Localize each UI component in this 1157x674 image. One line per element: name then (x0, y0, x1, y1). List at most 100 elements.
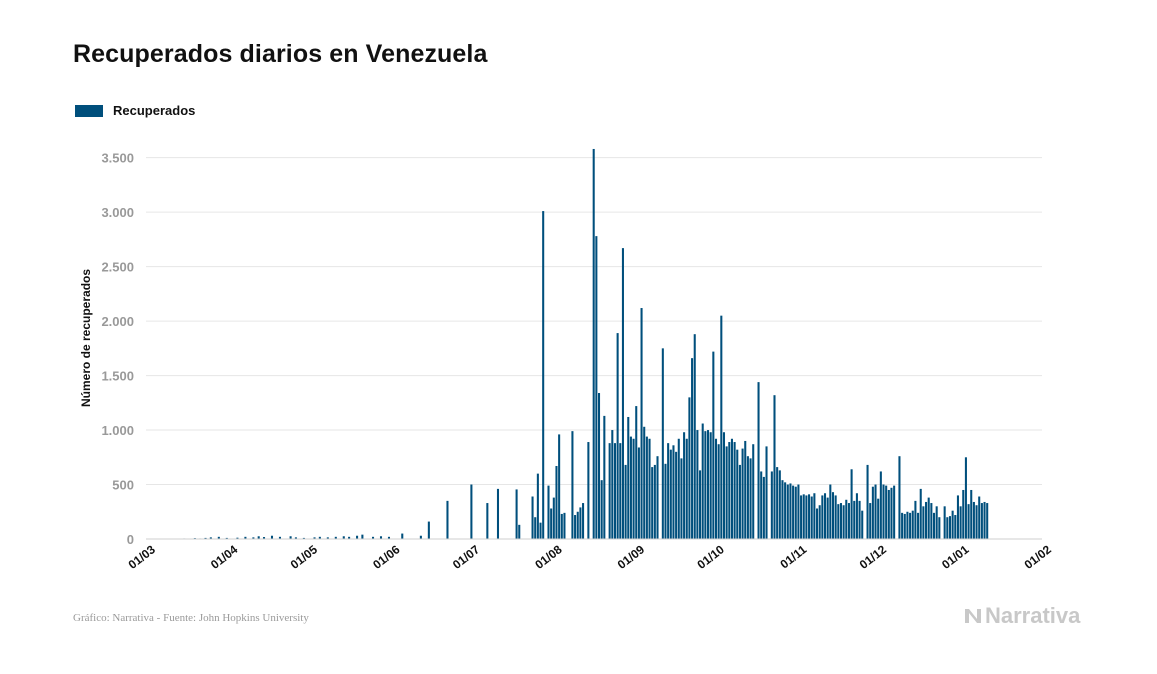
bar (361, 534, 364, 539)
bar (789, 483, 792, 539)
bar (225, 537, 228, 539)
bar (342, 536, 345, 539)
bar (496, 488, 500, 539)
bar (855, 493, 858, 539)
bar (778, 470, 781, 539)
legend-label: Recuperados (113, 103, 196, 118)
bar (579, 507, 582, 539)
bar (632, 438, 635, 539)
bar (648, 438, 651, 539)
bar (701, 423, 704, 539)
bar (318, 536, 321, 539)
x-tick-label: 01/12 (857, 542, 890, 572)
bar (536, 473, 539, 539)
x-tick-label: 01/06 (370, 542, 403, 572)
bar (262, 537, 266, 539)
y-tick-label: 1.500 (101, 369, 134, 384)
bar (858, 500, 861, 539)
bar (890, 487, 893, 539)
bar (624, 464, 627, 539)
bar (866, 464, 869, 539)
bar (746, 456, 749, 539)
bar (845, 499, 848, 539)
bar (611, 430, 614, 539)
bar (794, 486, 797, 539)
bar (683, 432, 686, 539)
bar (252, 537, 255, 539)
bar (808, 494, 811, 539)
bar (294, 537, 297, 539)
bar (978, 496, 981, 539)
bar (861, 510, 864, 539)
bar (302, 537, 305, 539)
bar (962, 489, 965, 539)
y-tick-label: 1.000 (101, 423, 134, 438)
bar (592, 148, 595, 539)
bar (951, 510, 954, 539)
bar (925, 501, 928, 539)
bar (874, 484, 877, 539)
bar (964, 457, 967, 539)
bar (725, 446, 728, 539)
bar (571, 431, 574, 539)
bar (236, 537, 239, 539)
bar (704, 431, 707, 539)
bar (983, 501, 986, 539)
bar (786, 484, 789, 539)
bar (744, 440, 747, 539)
bar (901, 512, 904, 539)
bar (714, 438, 718, 539)
bar (946, 517, 949, 539)
bar (217, 536, 220, 539)
bar (669, 449, 672, 539)
bar (691, 358, 694, 539)
bar (640, 308, 643, 539)
bar (608, 443, 611, 539)
bar (616, 333, 619, 539)
bar (313, 537, 316, 539)
bar (680, 458, 683, 539)
bar (930, 503, 933, 539)
bar (709, 432, 712, 539)
bar (869, 503, 872, 539)
bar (805, 495, 808, 539)
x-tick-label: 01/09 (615, 542, 648, 572)
bar (278, 536, 281, 539)
bar (244, 536, 247, 539)
bar (818, 505, 821, 539)
bar (810, 496, 813, 539)
bar (379, 536, 383, 539)
bar (371, 536, 375, 539)
legend: Recuperados (75, 103, 195, 118)
x-tick-label: 01/05 (288, 542, 321, 572)
bar (943, 506, 946, 539)
bar (486, 503, 489, 539)
bar (204, 537, 207, 539)
bar (823, 493, 827, 539)
bar (911, 510, 914, 539)
bar (728, 442, 731, 539)
bar (563, 512, 566, 539)
bar (629, 436, 632, 539)
bar (972, 501, 975, 539)
bar (387, 536, 391, 539)
bar (675, 451, 678, 539)
bar (555, 466, 558, 539)
bar (792, 485, 795, 539)
brand-name: Narrativa (985, 603, 1081, 628)
bar (539, 522, 542, 539)
bar (757, 382, 760, 539)
bar (837, 504, 840, 539)
bar (653, 464, 656, 539)
bar (419, 535, 422, 539)
bar (831, 492, 835, 539)
bar (887, 489, 890, 539)
bar (587, 442, 590, 539)
bar (603, 415, 606, 539)
bar (736, 449, 739, 539)
bar (613, 443, 616, 539)
bar (917, 512, 920, 539)
bar (470, 484, 473, 539)
x-tick-label: 01/04 (208, 542, 241, 572)
